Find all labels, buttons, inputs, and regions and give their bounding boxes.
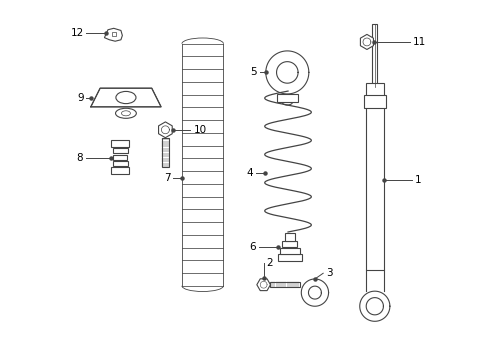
FancyBboxPatch shape (372, 24, 377, 87)
Polygon shape (104, 28, 122, 41)
FancyBboxPatch shape (111, 167, 129, 174)
FancyBboxPatch shape (113, 154, 127, 160)
Polygon shape (91, 88, 161, 107)
FancyBboxPatch shape (364, 95, 386, 108)
Text: 6: 6 (249, 242, 256, 252)
Polygon shape (361, 35, 373, 49)
Text: 1: 1 (415, 175, 421, 185)
Text: 4: 4 (246, 168, 253, 178)
Text: 2: 2 (267, 258, 273, 268)
Ellipse shape (116, 108, 136, 118)
Text: 10: 10 (194, 125, 206, 135)
Text: 9: 9 (77, 93, 84, 103)
Polygon shape (257, 279, 270, 291)
FancyBboxPatch shape (111, 140, 129, 147)
FancyBboxPatch shape (278, 254, 302, 261)
FancyBboxPatch shape (113, 148, 128, 153)
FancyBboxPatch shape (285, 233, 295, 240)
FancyBboxPatch shape (282, 241, 297, 247)
Text: 8: 8 (76, 153, 83, 163)
Ellipse shape (116, 91, 136, 104)
Text: 5: 5 (250, 67, 257, 77)
FancyBboxPatch shape (366, 83, 384, 270)
Text: 7: 7 (164, 173, 171, 183)
FancyBboxPatch shape (162, 138, 169, 167)
Text: 11: 11 (413, 37, 426, 47)
Ellipse shape (122, 111, 130, 116)
Text: 3: 3 (326, 268, 333, 278)
FancyBboxPatch shape (276, 94, 298, 102)
Polygon shape (159, 122, 172, 138)
FancyBboxPatch shape (113, 161, 128, 166)
Text: 12: 12 (71, 28, 84, 38)
FancyBboxPatch shape (112, 32, 116, 36)
FancyBboxPatch shape (270, 282, 300, 287)
FancyBboxPatch shape (280, 248, 299, 253)
